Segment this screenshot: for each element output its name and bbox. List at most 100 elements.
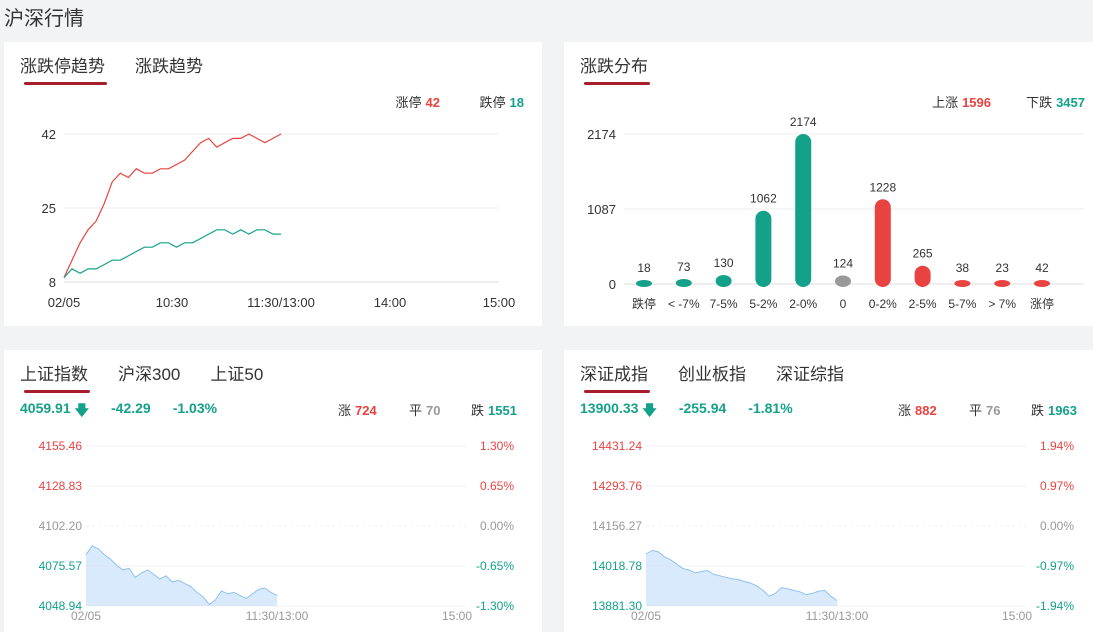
y-left-tick: 13881.30 (592, 599, 642, 613)
index-change: -42.29 (111, 400, 151, 416)
down-value: 1551 (488, 403, 517, 418)
distribution-bar (636, 280, 652, 287)
bar-value-label: 18 (637, 261, 651, 275)
down-label: 跌 (1031, 403, 1045, 418)
sz-intraday-chart: 14431.24 1.94% 14293.76 0.97% 14156.27 0.00% 1… (592, 439, 1074, 623)
limit-up-value: 42 (425, 95, 440, 110)
y-left-tick: 4075.57 (39, 559, 83, 573)
category-label: > 7% (988, 297, 1016, 311)
tab-limit-trend[interactable]: 涨跌停趋势 (20, 52, 107, 85)
x-tick-label: 15:00 (483, 295, 516, 310)
tab-updown-trend[interactable]: 涨跌趋势 (135, 57, 203, 76)
flat-label: 平 (969, 403, 983, 418)
category-label: 2-5% (909, 297, 937, 311)
price-area (646, 550, 837, 606)
down-value: 3457 (1056, 95, 1085, 110)
sz-quote-row: 13900.33 🡇 -255.94 -1.81% (580, 400, 793, 424)
distribution-chart: 2174 1087 0 18 跌停 73 < -7% 130 7-5% 1062 5-2% 21… (587, 115, 1084, 311)
arrow-down-icon: 🡇 (642, 402, 657, 418)
y-tick-label: 42 (42, 127, 56, 142)
y-left-tick: 4048.94 (39, 599, 83, 613)
bar-value-label: 42 (1035, 261, 1049, 275)
y-tick-label: 25 (42, 201, 56, 216)
sh-down-stat: 跌 1551 (471, 400, 517, 419)
limit-down-value: 18 (509, 95, 524, 110)
x-tick-label: 15:00 (1002, 609, 1032, 623)
index-change-pct: -1.81% (748, 400, 793, 416)
y-tick-label: 8 (49, 275, 56, 290)
bar-value-label: 124 (833, 256, 853, 270)
distribution-bar (994, 280, 1011, 287)
y-left-tick: 4102.20 (39, 519, 83, 533)
limit-down-line (63, 229, 281, 279)
distribution-bar (914, 265, 931, 287)
bar-value-label: 2174 (790, 115, 817, 129)
category-label: 7-5% (710, 297, 738, 311)
limit-up-stat: 涨停 42 (396, 92, 440, 111)
y-right-tick: 0.00% (1040, 519, 1074, 533)
page-title: 沪深行情 (4, 8, 84, 30)
y-right-tick: 1.30% (480, 439, 514, 453)
index-price: 4059.91 (20, 400, 71, 416)
up-label: 涨 (338, 403, 352, 418)
distribution-bar (1034, 280, 1050, 287)
bar-value-label: 1228 (869, 180, 896, 194)
bar-value-label: 73 (677, 260, 691, 274)
price-line (85, 545, 278, 606)
y-right-tick: -0.65% (476, 559, 514, 573)
x-tick-label: 14:00 (374, 295, 407, 310)
limit-up-line (63, 133, 282, 278)
tab-csi300[interactable]: 沪深300 (118, 365, 181, 384)
up-value: 882 (915, 403, 937, 418)
sh-index-panel: 上证指数 沪深300 上证50 4059.91 🡇 -42.29 -1.03% … (4, 350, 542, 632)
sh-intraday-chart: 4155.46 1.30% 4128.83 0.65% 4102.20 0.00% 4075… (39, 439, 515, 623)
down-value: 1963 (1048, 403, 1077, 418)
distribution-bar (835, 275, 851, 287)
distribution-tabs: 涨跌分布 (580, 52, 650, 85)
tab-sz-component[interactable]: 深证成指 (580, 360, 650, 393)
y-right-tick: -1.30% (476, 599, 514, 613)
sh-quote-row: 4059.91 🡇 -42.29 -1.03% (20, 400, 217, 424)
bar-value-label: 130 (714, 256, 734, 270)
sh-index-tabs: 上证指数 沪深300 上证50 (20, 360, 263, 393)
y-right-tick: 1.94% (1040, 439, 1074, 453)
y-right-tick: 0.65% (480, 479, 514, 493)
down-label: 跌 (471, 403, 485, 418)
up-value: 724 (355, 403, 377, 418)
sh-flat-stat: 平 70 (409, 400, 440, 419)
sz-flat-stat: 平 76 (969, 400, 1000, 419)
down-label: 下跌 (1026, 95, 1053, 110)
y-left-tick: 14018.78 (592, 559, 642, 573)
x-tick-label: 10:30 (156, 295, 189, 310)
y-left-tick: 4128.83 (39, 479, 83, 493)
price-line (645, 549, 838, 602)
category-label: 涨停 (1030, 296, 1054, 311)
bar-value-label: 23 (996, 261, 1010, 275)
x-tick-label: 11:30/13:00 (247, 295, 315, 310)
index-change-pct: -1.03% (172, 400, 218, 416)
up-value: 1596 (962, 95, 991, 110)
tab-chinext[interactable]: 创业板指 (678, 365, 746, 384)
price-area (86, 545, 277, 606)
y-right-tick: 0.97% (1040, 479, 1074, 493)
distribution-panel: 涨跌分布 上涨 1596 下跌 3457 2174 1087 0 18 跌停 73 < -… (564, 42, 1093, 326)
x-tick-label: 02/05 (48, 295, 81, 310)
y-tick-label: 2174 (587, 127, 616, 142)
tab-sh-composite[interactable]: 上证指数 (20, 360, 90, 393)
category-label: 5-2% (749, 297, 777, 311)
distribution-bar (874, 199, 891, 287)
tab-distribution[interactable]: 涨跌分布 (580, 52, 650, 85)
limit-down-stat: 跌停 18 (480, 92, 524, 111)
category-label: 跌停 (632, 296, 656, 311)
sz-index-panel: 深证成指 创业板指 深证综指 13900.33 🡇 -255.94 -1.81%… (564, 350, 1093, 632)
distribution-bar (755, 210, 772, 287)
x-tick-label: 15:00 (442, 609, 472, 623)
x-tick-label: 11:30/13:00 (246, 609, 309, 623)
distribution-bar (954, 280, 971, 287)
tab-sz-composite[interactable]: 深证综指 (776, 365, 844, 384)
y-right-tick: -0.97% (1036, 559, 1074, 573)
distribution-bar (675, 278, 692, 287)
x-tick-label: 02/05 (631, 609, 661, 623)
down-count-stat: 下跌 3457 (1026, 92, 1085, 111)
tab-sse50[interactable]: 上证50 (210, 365, 264, 384)
